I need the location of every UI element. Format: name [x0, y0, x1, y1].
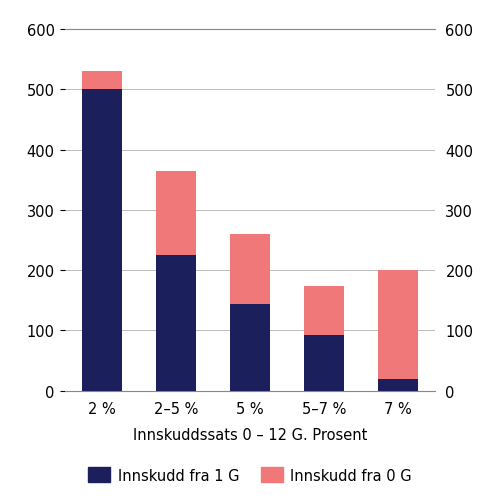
Bar — [304, 335, 344, 391]
Bar — [230, 305, 270, 391]
Bar — [304, 287, 344, 335]
Bar — [378, 379, 418, 391]
Bar — [156, 171, 196, 256]
Bar — [230, 234, 270, 305]
Legend: Innskudd fra 1 G, Innskudd fra 0 G: Innskudd fra 1 G, Innskudd fra 0 G — [82, 462, 417, 488]
Bar — [156, 256, 196, 391]
Bar — [378, 271, 418, 379]
X-axis label: Innskuddssats 0 – 12 G. Prosent: Innskuddssats 0 – 12 G. Prosent — [133, 427, 367, 442]
Bar — [82, 72, 122, 90]
Bar — [82, 90, 122, 391]
